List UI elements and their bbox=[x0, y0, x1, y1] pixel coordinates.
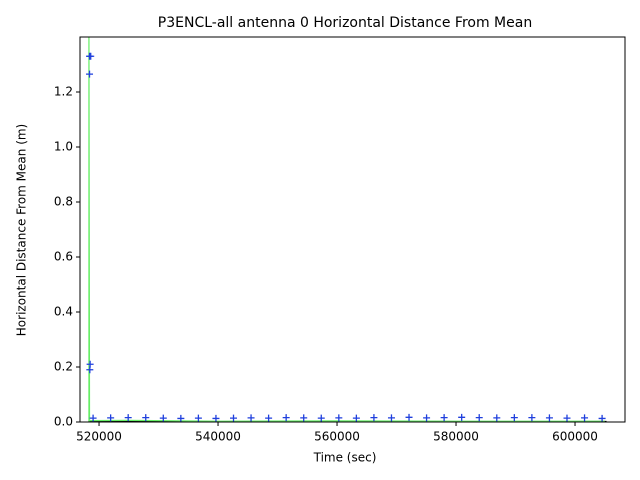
data-line bbox=[88, 37, 605, 422]
data-point bbox=[212, 414, 220, 422]
x-tick-label: 600000 bbox=[552, 430, 598, 444]
data-point bbox=[405, 413, 413, 421]
y-tick-label: 0.0 bbox=[54, 415, 73, 429]
data-point bbox=[335, 414, 343, 422]
x-tick-label: 580000 bbox=[433, 430, 479, 444]
data-point bbox=[282, 414, 290, 422]
data-point bbox=[475, 414, 483, 422]
x-axis-label: Time (sec) bbox=[313, 451, 377, 465]
data-point bbox=[265, 414, 273, 422]
y-tick-label: 1.2 bbox=[54, 85, 73, 99]
data-point bbox=[300, 414, 308, 422]
data-point bbox=[510, 414, 518, 422]
data-point bbox=[545, 414, 553, 422]
data-point bbox=[194, 414, 202, 422]
y-tick-label: 0.2 bbox=[54, 360, 73, 374]
data-point bbox=[563, 414, 571, 422]
data-point bbox=[247, 414, 255, 422]
data-point bbox=[493, 414, 501, 422]
x-tick-label: 540000 bbox=[195, 430, 241, 444]
data-point bbox=[352, 414, 360, 422]
data-point bbox=[86, 70, 94, 78]
data-point bbox=[317, 414, 325, 422]
data-point bbox=[423, 414, 431, 422]
data-point bbox=[598, 414, 606, 422]
data-point bbox=[86, 366, 94, 374]
data-point bbox=[458, 413, 466, 421]
data-point bbox=[387, 414, 395, 422]
y-tick-label: 0.6 bbox=[54, 250, 73, 264]
data-point bbox=[89, 414, 97, 422]
data-point bbox=[177, 414, 185, 422]
y-axis-label: Horizontal Distance From Mean (m) bbox=[15, 124, 29, 336]
data-point bbox=[124, 414, 132, 422]
data-point bbox=[159, 414, 167, 422]
data-point bbox=[370, 414, 378, 422]
y-tick-label: 0.8 bbox=[54, 195, 73, 209]
axes-frame bbox=[79, 36, 626, 423]
data-point bbox=[87, 52, 95, 60]
y-tick-label: 0.4 bbox=[54, 305, 73, 319]
plot-area bbox=[86, 37, 607, 422]
y-tick-label: 1.0 bbox=[54, 140, 73, 154]
data-point bbox=[440, 414, 448, 422]
x-tick-label: 560000 bbox=[314, 430, 360, 444]
data-point bbox=[581, 414, 589, 422]
data-point bbox=[230, 414, 238, 422]
data-point bbox=[528, 414, 536, 422]
chart-title: P3ENCL-all antenna 0 Horizontal Distance… bbox=[158, 15, 532, 31]
data-point bbox=[142, 414, 150, 422]
x-tick-label: 520000 bbox=[76, 430, 122, 444]
data-point bbox=[107, 414, 115, 422]
